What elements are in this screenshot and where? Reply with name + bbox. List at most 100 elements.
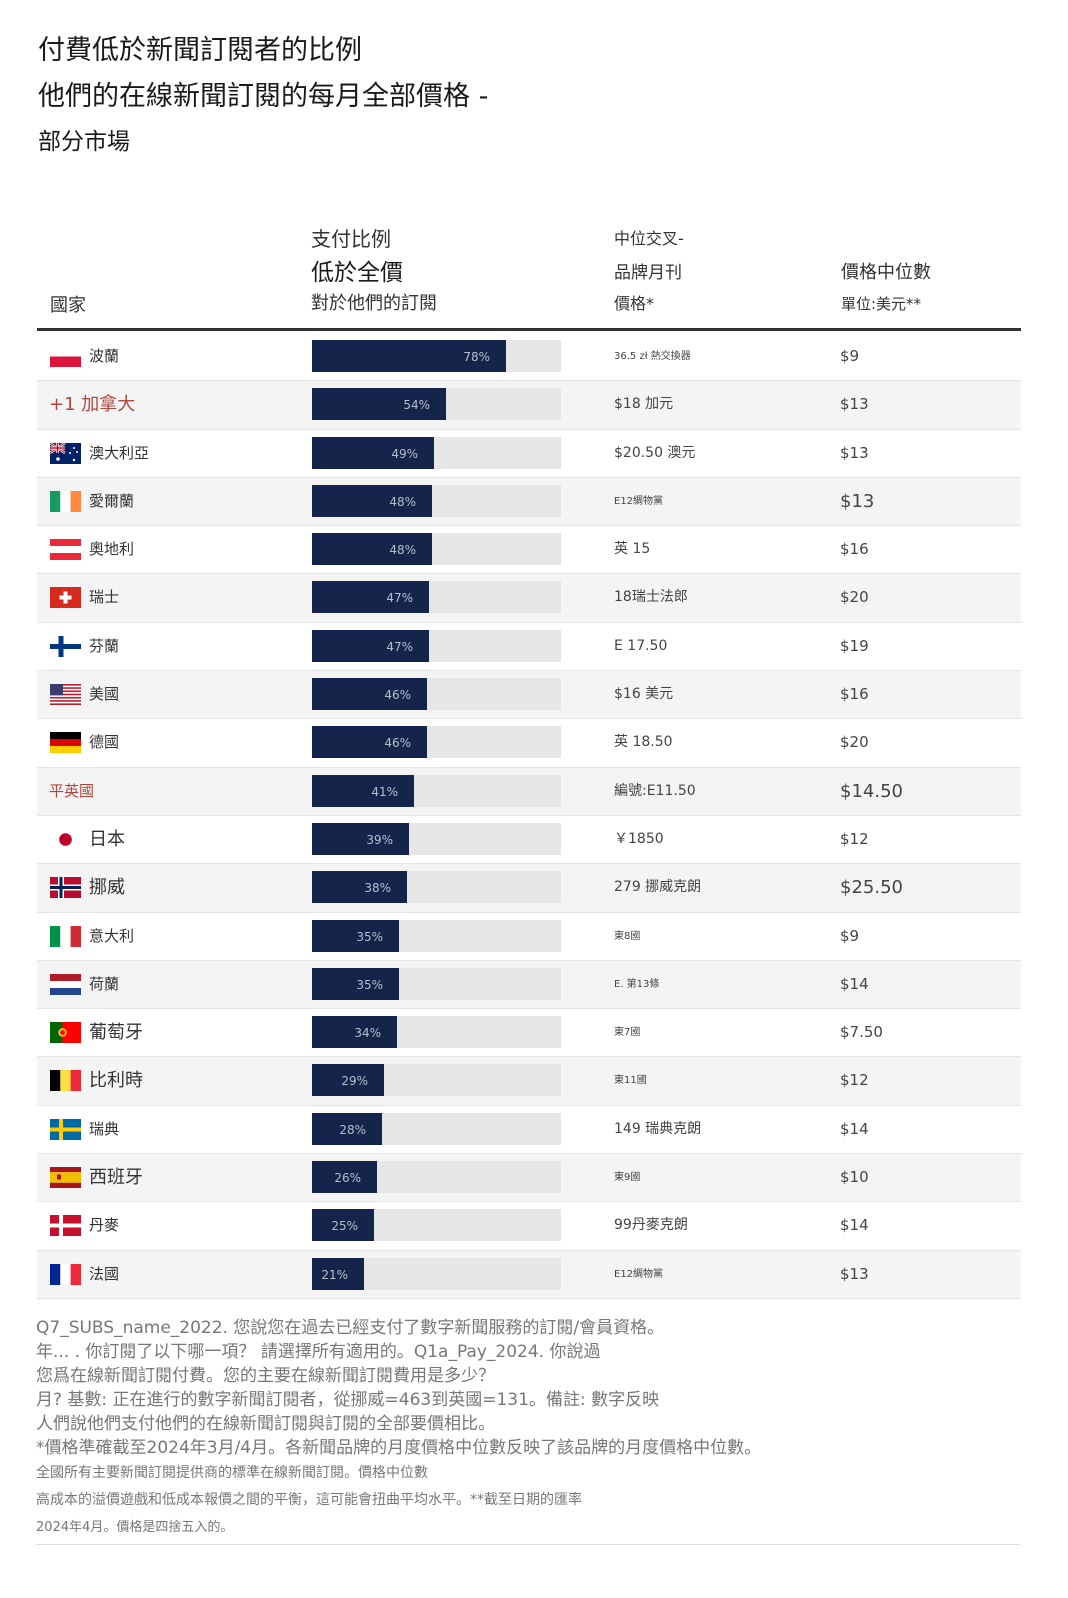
bar-value-label: 54% (403, 398, 430, 413)
country-label: 比利時 (89, 1070, 143, 1092)
bar-value-label: 28% (339, 1122, 366, 1137)
belgium-flag-icon (50, 1070, 81, 1092)
bar-track: 39% (312, 822, 561, 855)
price-label: $20.50 澳元 (614, 444, 696, 461)
price-label: 英 15 (614, 541, 651, 558)
footnote-line: 全國所有主要新聞訂閱提供商的標準在線新聞訂閱。價格中位數 (36, 1465, 428, 1481)
table-row: 丹麥 25% 99丹麥克朗 $14 (37, 1202, 1021, 1251)
median-price-label: $13 (840, 1264, 869, 1283)
header-share-line-1: 支付比例 (311, 227, 391, 251)
price-label: E12綢物黨 (614, 1268, 664, 1280)
bar-value-label: 38% (364, 881, 391, 896)
header-country: 國家 (50, 294, 86, 318)
table-row: 平英國 41% 編號:E11.50 $14.50 (37, 767, 1021, 816)
finland-flag-icon (50, 635, 81, 657)
bar-track: 46% (312, 678, 561, 711)
median-price-label: $9 (840, 347, 860, 365)
median-price-label: $14 (840, 1216, 869, 1235)
country-label: 丹麥 (89, 1216, 120, 1235)
chart-title-line-2: 他們的在線新聞訂閱的每月全部價格 - (38, 81, 489, 112)
median-price-label: $13 (840, 490, 875, 512)
price-label: 東11國 (614, 1075, 647, 1087)
bar-track: 28% (312, 1112, 561, 1145)
country-label: 瑞士 (89, 588, 120, 607)
price-label: $18 加元 (614, 396, 674, 413)
bar (312, 919, 399, 952)
header-share-line-2: 低於全價 (311, 260, 403, 286)
header-share-line-3: 對於他們的訂閱 (311, 293, 437, 314)
header-price-line-1: 中位交叉- (614, 229, 684, 248)
bar-value-label: 47% (386, 591, 413, 606)
bar-value-label: 39% (366, 832, 393, 847)
country-label: 德國 (89, 733, 120, 752)
bar (312, 1209, 374, 1242)
price-label: $16 美元 (614, 686, 674, 703)
country-label: 瑞典 (89, 1119, 120, 1138)
median-price-label: $14 (840, 1119, 869, 1138)
germany-flag-icon (50, 732, 81, 754)
norway-flag-icon (50, 877, 81, 899)
bar-track: 34% (312, 1016, 561, 1049)
table-row: 葡萄牙 34% 東7國 $7.50 (37, 1009, 1021, 1058)
ireland-flag-icon (50, 490, 81, 512)
bar-track: 48% (312, 533, 561, 566)
median-price-label: $14 (840, 974, 869, 993)
footer-divider (36, 1544, 1020, 1545)
bar (312, 484, 432, 517)
table-row: +1 加拿大 54% $18 加元 $13 (37, 381, 1021, 430)
price-label: 東7國 (614, 1027, 641, 1039)
france-flag-icon (50, 1263, 81, 1285)
bar-track: 78% (312, 340, 561, 372)
chart-title-line-3: 部分市場 (38, 129, 130, 155)
chart-title-line-1: 付費低於新聞訂閱者的比例 (38, 35, 362, 66)
table-header: 國家 支付比例 低於全價 對於他們的訂閱 中位交叉- 品牌月刊 價格* 價格中位… (37, 218, 1021, 331)
bar-value-label: 48% (389, 543, 416, 558)
footnotes: Q7_SUBS_name_2022. 您說您在過去已經支付了數字新聞服務的訂閱/… (36, 1316, 1036, 1541)
bar-value-label: 34% (354, 1026, 381, 1041)
bar (312, 436, 434, 469)
country-label: 挪威 (89, 877, 125, 899)
country-label: 愛爾蘭 (89, 491, 135, 510)
table-row: 愛爾蘭 48% E12綢物黨 $13 (37, 477, 1021, 527)
bar-value-label: 47% (386, 639, 413, 654)
price-label: 東9國 (614, 1172, 641, 1184)
price-label: 279 挪威克朗 (614, 879, 702, 896)
table-row: 意大利 35% 東8國 $9 (37, 912, 1021, 961)
price-label: 149 瑞典克朗 (614, 1120, 702, 1137)
bar (312, 340, 506, 372)
table-row: 比利時 29% 東11國 $12 (37, 1057, 1021, 1106)
chart-rows: 波蘭 78% 36.5 zł 熱交換器 $9 +1 加拿大 54% $18 加元 $13 澳大利… (37, 333, 1021, 1299)
bar (312, 678, 427, 711)
bar-track: 48% (312, 484, 561, 517)
median-price-label: $14.50 (840, 780, 903, 802)
footnote-line: 2024年4月。價格是四捨五入的。 (36, 1520, 234, 1535)
country-label: 奧地利 (89, 540, 135, 559)
country-label: 意大利 (89, 926, 135, 945)
bar (312, 726, 427, 759)
australia-flag-icon (50, 442, 81, 464)
median-price-label: $7.50 (840, 1023, 883, 1042)
bar-track: 29% (312, 1064, 561, 1097)
bar-value-label: 25% (331, 1219, 358, 1234)
bar (312, 822, 409, 855)
price-label: 18瑞士法郎 (614, 589, 688, 606)
bar-track: 49% (312, 436, 561, 469)
median-price-label: $12 (840, 829, 869, 848)
median-price-label: $16 (840, 540, 869, 559)
country-label: 澳大利亞 (89, 443, 150, 462)
header-share: 支付比例 低於全價 對於他們的訂閱 (311, 222, 437, 318)
price-label: E12綢物黨 (614, 495, 664, 507)
header-median-line-1: 價格中位數 (841, 262, 931, 283)
header-country-label: 國家 (50, 295, 86, 316)
bar-track: 38% (312, 871, 561, 904)
table-row: 瑞士 47% 18瑞士法郎 $20 (37, 574, 1021, 623)
country-label: 波蘭 (89, 347, 120, 365)
table-row: 西班牙 26% 東9國 $10 (37, 1154, 1021, 1203)
bar-value-label: 41% (371, 784, 398, 799)
poland-flag-icon (50, 346, 81, 367)
table-row: 荷蘭 35% E. 第13條 $14 (37, 960, 1021, 1010)
sweden-flag-icon (50, 1118, 81, 1140)
bar-track: 46% (312, 726, 561, 759)
table-row: 法國 21% E12綢物黨 $13 (37, 1250, 1021, 1299)
header-median: 價格中位數 單位:美元** (841, 256, 931, 318)
